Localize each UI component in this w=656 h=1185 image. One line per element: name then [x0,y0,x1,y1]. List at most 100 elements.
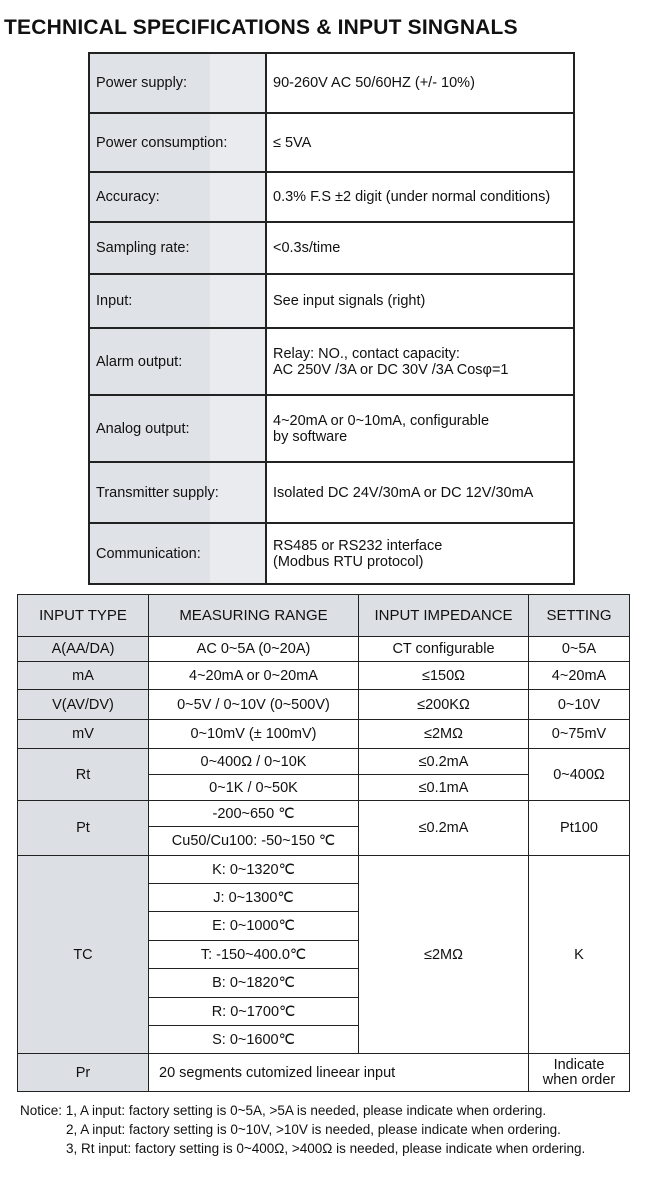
spec-label: Sampling rate: [88,221,267,275]
input-type: V(AV/DV) [17,689,149,720]
spec-row: Power consumption: ≤ 5VA [88,112,575,173]
spec-label: Alarm output: [88,327,267,396]
page-title: TECHNICAL SPECIFICATIONS & INPUT SINGNAL… [4,16,518,39]
spec-row: Transmitter supply: Isolated DC 24V/30mA … [88,461,575,524]
setting: 0~5A [528,636,630,662]
spec-label: Analog output: [88,394,267,463]
input-impedance: CT configurable [358,636,529,662]
spec-label: Accuracy: [88,171,267,223]
spec-value-line: RS485 or RS232 interface [273,537,443,554]
setting: 0~400Ω [528,748,630,801]
measuring-range: S: 0~1600℃ [148,1025,359,1054]
measuring-range: 0~5V / 0~10V (0~500V) [148,689,359,720]
spec-value-line: (Modbus RTU protocol) [273,553,424,570]
spec-label: Transmitter supply: [88,461,267,524]
measuring-range: Cu50/Cu100: -50~150 ℃ [148,826,359,856]
spec-row: Communication: RS485 or RS232 interface (M… [88,522,575,585]
spec-value: <0.3s/time [265,221,575,275]
input-impedance: ≤0.2mA [358,800,529,856]
measuring-range: E: 0~1000℃ [148,911,359,941]
table-row: Pt -200~650 ℃ ≤0.2mA Pt100 [17,800,630,856]
spec-value: 90-260V AC 50/60HZ (+/- 10%) [265,52,575,114]
header-cell: SETTING [528,594,630,637]
input-type: TC [17,855,149,1054]
input-type: Pt [17,800,149,856]
table-row: S: 0~1600℃ [18,1025,630,1054]
spec-value-line: Relay: NO., contact capacity: [273,345,460,362]
spec-label: Input: [88,273,267,329]
measuring-range: K: 0~1320℃ [148,855,359,884]
measuring-range: AC 0~5A (0~20A) [148,636,359,662]
table-row: T: -150~400.0℃ [18,940,630,969]
input-type: mV [17,719,149,749]
specifications-table: Power supply: 90-260V AC 50/60HZ (+/- 10%… [88,52,575,585]
notice-line: 3, Rt input: factory setting is 0~400Ω, … [66,1141,586,1156]
spec-row: Accuracy: 0.3% F.S ±2 digit (under normal… [88,171,575,223]
measuring-range: 4~20mA or 0~20mA [148,661,359,690]
spec-value: RS485 or RS232 interface (Modbus RTU prot… [265,522,575,585]
notice: Notice: 1, A input: factory setting is 0… [20,1101,585,1158]
spec-row: Power supply: 90-260V AC 50/60HZ (+/- 10%… [88,52,575,114]
table-row: mV 0~10mV (± 100mV) ≤2MΩ 0~75mV [17,719,630,749]
table-row: mA 4~20mA or 0~20mA ≤150Ω 4~20mA [17,661,630,690]
table-row: Pr 20 segments cutomized lineear input Ind… [17,1053,630,1092]
measuring-range: 0~400Ω / 0~10K [148,748,359,775]
input-signals-table: INPUT TYPE MEASURING RANGE INPUT IMPEDANCE… [17,594,630,1092]
measuring-range: 0~10mV (± 100mV) [148,719,359,749]
table-row: TC K: 0~1320℃ ≤2MΩ K [17,855,630,1054]
spec-row: Alarm output: Relay: NO., contact capacit… [88,327,575,396]
spec-value-line: by software [273,428,348,445]
notice-line: Notice: 1, A input: factory setting is 0… [20,1103,547,1118]
setting: 0~75mV [528,719,630,749]
spec-value: See input signals (right) [265,273,575,329]
header-cell: INPUT TYPE [17,594,149,637]
spec-label: Power supply: [88,52,267,114]
table-row: 0~1K / 0~50K ≤0.1mA [18,774,630,801]
table-row: R: 0~1700℃ [18,997,630,1026]
setting: Indicate when order [528,1053,630,1092]
header-cell: MEASURING RANGE [148,594,359,637]
input-type: mA [17,661,149,690]
spec-label: Power consumption: [88,112,267,173]
input-impedance: ≤200KΩ [358,689,529,720]
input-impedance: ≤150Ω [358,661,529,690]
spec-value-line: 4~20mA or 0~10mA, configurable [273,412,490,429]
measuring-range: -200~650 ℃ [148,800,359,827]
spec-label: Communication: [88,522,267,585]
spec-value: Relay: NO., contact capacity: AC 250V /3A… [265,327,575,396]
input-type: Rt [17,748,149,801]
input-type: A(AA/DA) [17,636,149,662]
measuring-range: R: 0~1700℃ [148,997,359,1026]
setting: 4~20mA [528,661,630,690]
table-row: J: 0~1300℃ [18,883,630,912]
spec-row: Sampling rate: <0.3s/time [88,221,575,275]
setting-line: when order [542,1071,616,1088]
header-row: INPUT TYPE MEASURING RANGE INPUT IMPEDANCE… [17,594,630,637]
measuring-range: J: 0~1300℃ [148,883,359,912]
setting: 0~10V [528,689,630,720]
measuring-range: 0~1K / 0~50K [148,774,359,801]
header-cell: INPUT IMPEDANCE [358,594,529,637]
input-impedance: ≤0.1mA [358,774,529,801]
table-row: E: 0~1000℃ [18,911,630,941]
input-impedance: ≤2MΩ [358,719,529,749]
table-row: V(AV/DV) 0~5V / 0~10V (0~500V) ≤200KΩ 0~10V [17,689,630,720]
input-type: Pr [17,1053,149,1092]
spec-value: ≤ 5VA [265,112,575,173]
setting-line: Indicate [553,1056,605,1073]
spec-value-line: AC 250V /3A or DC 30V /3A Cosφ=1 [273,361,509,378]
setting: K [528,855,630,1054]
spec-value: 0.3% F.S ±2 digit (under normal conditio… [265,171,575,223]
setting: Pt100 [528,800,630,856]
table-row: B: 0~1820℃ [18,968,630,998]
table-row: Rt 0~400Ω / 0~10K ≤0.2mA 0~400Ω [17,748,630,801]
spec-row: Input: See input signals (right) [88,273,575,329]
spec-value: 4~20mA or 0~10mA, configurable by softwar… [265,394,575,463]
measuring-range: 20 segments cutomized lineear input [148,1053,529,1092]
measuring-range: B: 0~1820℃ [148,968,359,998]
input-impedance: ≤2MΩ [358,855,529,1054]
spec-value: Isolated DC 24V/30mA or DC 12V/30mA [265,461,575,524]
input-impedance: ≤0.2mA [358,748,529,775]
notice-line: 2, A input: factory setting is 0~10V, >1… [66,1122,561,1137]
table-row: A(AA/DA) AC 0~5A (0~20A) CT configurable 0~… [17,636,630,662]
